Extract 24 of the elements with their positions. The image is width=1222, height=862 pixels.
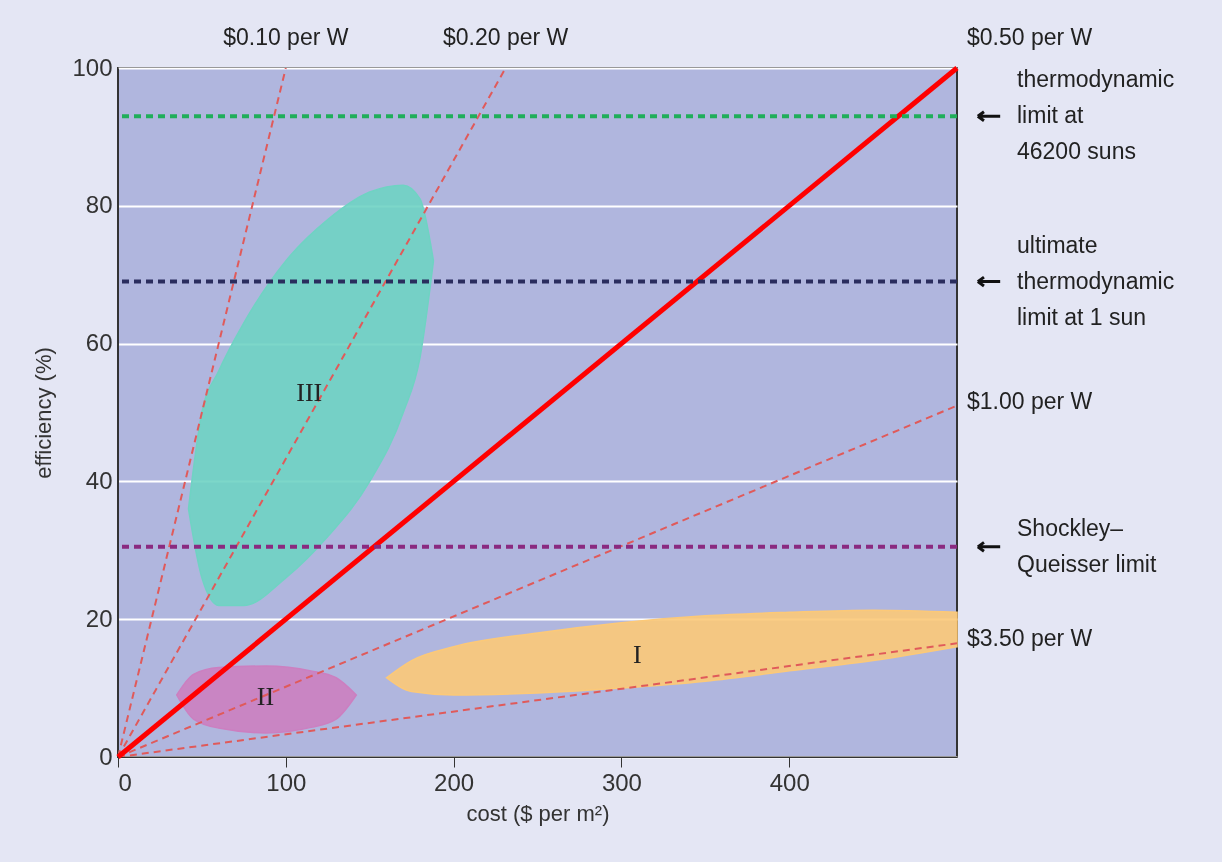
ref-line-label: ultimate thermodynamic limit at 1 sun: [1017, 231, 1175, 330]
annotation: II: [256, 682, 275, 712]
series-label: $3.50 per W: [967, 625, 1093, 652]
ref-line-label: Shockley– Queisser limit: [1017, 514, 1157, 577]
series-label: $0.10 per W: [223, 24, 349, 50]
y-tick-label: 60: [85, 329, 113, 357]
y-tick-label: 0: [99, 742, 113, 770]
x-tick-label: 0: [118, 768, 132, 796]
series-label: $0.20 per W: [442, 24, 569, 50]
y-tick-label: 20: [85, 604, 113, 632]
y-axis-title: efficiency (%): [31, 347, 57, 479]
y-tick-label: 100: [72, 53, 113, 81]
series-label: $0.50 per W: [967, 24, 1093, 50]
ref-line-label: thermodynamic limit at 46200 suns: [1017, 66, 1175, 165]
x-tick-label: 200: [434, 768, 475, 796]
x-tick-label: 400: [769, 768, 810, 796]
x-tick-label: 100: [266, 768, 307, 796]
series-label: $1.00 per W: [967, 387, 1093, 414]
annotation: III: [296, 377, 323, 407]
x-tick-label: 300: [601, 768, 642, 796]
y-tick-label: 80: [85, 191, 113, 219]
y-tick-label: 40: [85, 466, 113, 494]
x-axis-title: cost ($ per m²): [466, 800, 610, 826]
annotation: I: [632, 640, 642, 670]
